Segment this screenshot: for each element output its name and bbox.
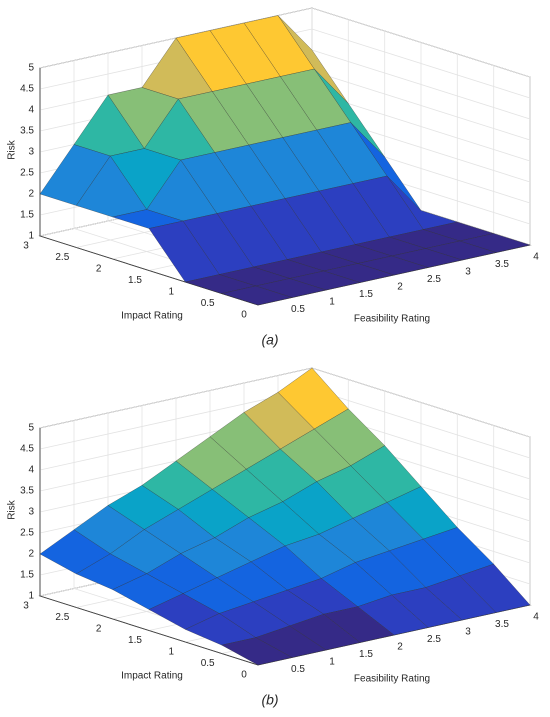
z-tick-label: 2 <box>28 189 34 200</box>
surface-face <box>220 285 293 306</box>
x-tick-label: 2.5 <box>427 634 441 645</box>
z-tick-label: 3.5 <box>20 486 34 497</box>
z-tick-label: 2 <box>28 549 34 560</box>
x-axis-title: Feasibility Rating <box>354 314 430 325</box>
z-tick-label: 3 <box>28 507 34 518</box>
x-axis-title: Feasibility Rating <box>354 674 430 685</box>
z-tick-label: 4 <box>28 465 34 476</box>
z-tick-label: 4 <box>28 105 34 116</box>
x-tick-label: 2 <box>397 642 403 653</box>
z-tick-label: 3.5 <box>20 126 34 137</box>
x-tick-label: 1 <box>329 297 335 308</box>
y-tick-label: 1.5 <box>128 635 142 646</box>
y-tick-label: 2.5 <box>55 612 69 623</box>
y-axis-title: Impact Rating <box>121 671 183 682</box>
y-tick-label: 0 <box>241 670 247 681</box>
z-tick-label: 3 <box>28 147 34 158</box>
caption: (a) <box>261 332 278 348</box>
caption: (b) <box>261 692 278 708</box>
z-axis-title: Risk <box>7 499 18 519</box>
x-tick-label: 3.5 <box>495 259 509 270</box>
y-tick-label: 1 <box>169 647 175 658</box>
y-tick-label: 2.5 <box>55 252 69 263</box>
z-tick-label: 1 <box>28 591 34 602</box>
x-tick-label: 2 <box>397 282 403 293</box>
x-tick-label: 4 <box>533 612 539 623</box>
z-tick-label: 2.5 <box>20 168 34 179</box>
y-axis-title: Impact Rating <box>121 311 183 322</box>
z-tick-label: 1 <box>28 231 34 242</box>
x-tick-label: 3 <box>465 267 471 278</box>
x-tick-label: 3 <box>465 627 471 638</box>
y-tick-label: 2 <box>96 264 102 275</box>
z-tick-label: 5 <box>28 63 34 74</box>
x-tick-label: 3.5 <box>495 619 509 630</box>
y-tick-label: 1 <box>169 287 175 298</box>
y-axis-line <box>39 595 259 666</box>
z-axis-title: Risk <box>7 139 18 159</box>
y-tick-label: 2 <box>96 624 102 635</box>
y-tick-label: 0.5 <box>201 658 215 669</box>
z-tick-label: 5 <box>28 423 34 434</box>
y-tick-label: 3 <box>23 601 29 612</box>
z-tick-label: 4.5 <box>20 84 34 95</box>
y-tick-label: 3 <box>23 241 29 252</box>
y-tick-label: 0.5 <box>201 298 215 309</box>
z-tick-label: 4.5 <box>20 444 34 455</box>
x-tick-label: 0.5 <box>291 304 305 315</box>
x-tick-label: 1.5 <box>359 649 373 660</box>
x-tick-label: 1.5 <box>359 289 373 300</box>
x-tick-label: 0.5 <box>291 664 305 675</box>
y-tick-label: 1.5 <box>128 275 142 286</box>
surface-face <box>221 637 293 666</box>
x-tick-label: 1 <box>329 657 335 668</box>
z-tick-label: 1.5 <box>20 210 34 221</box>
z-tick-label: 1.5 <box>20 570 34 581</box>
x-tick-label: 4 <box>533 252 539 263</box>
y-tick-label: 0 <box>241 310 247 321</box>
z-tick-label: 2.5 <box>20 528 34 539</box>
x-tick-label: 2.5 <box>427 274 441 285</box>
